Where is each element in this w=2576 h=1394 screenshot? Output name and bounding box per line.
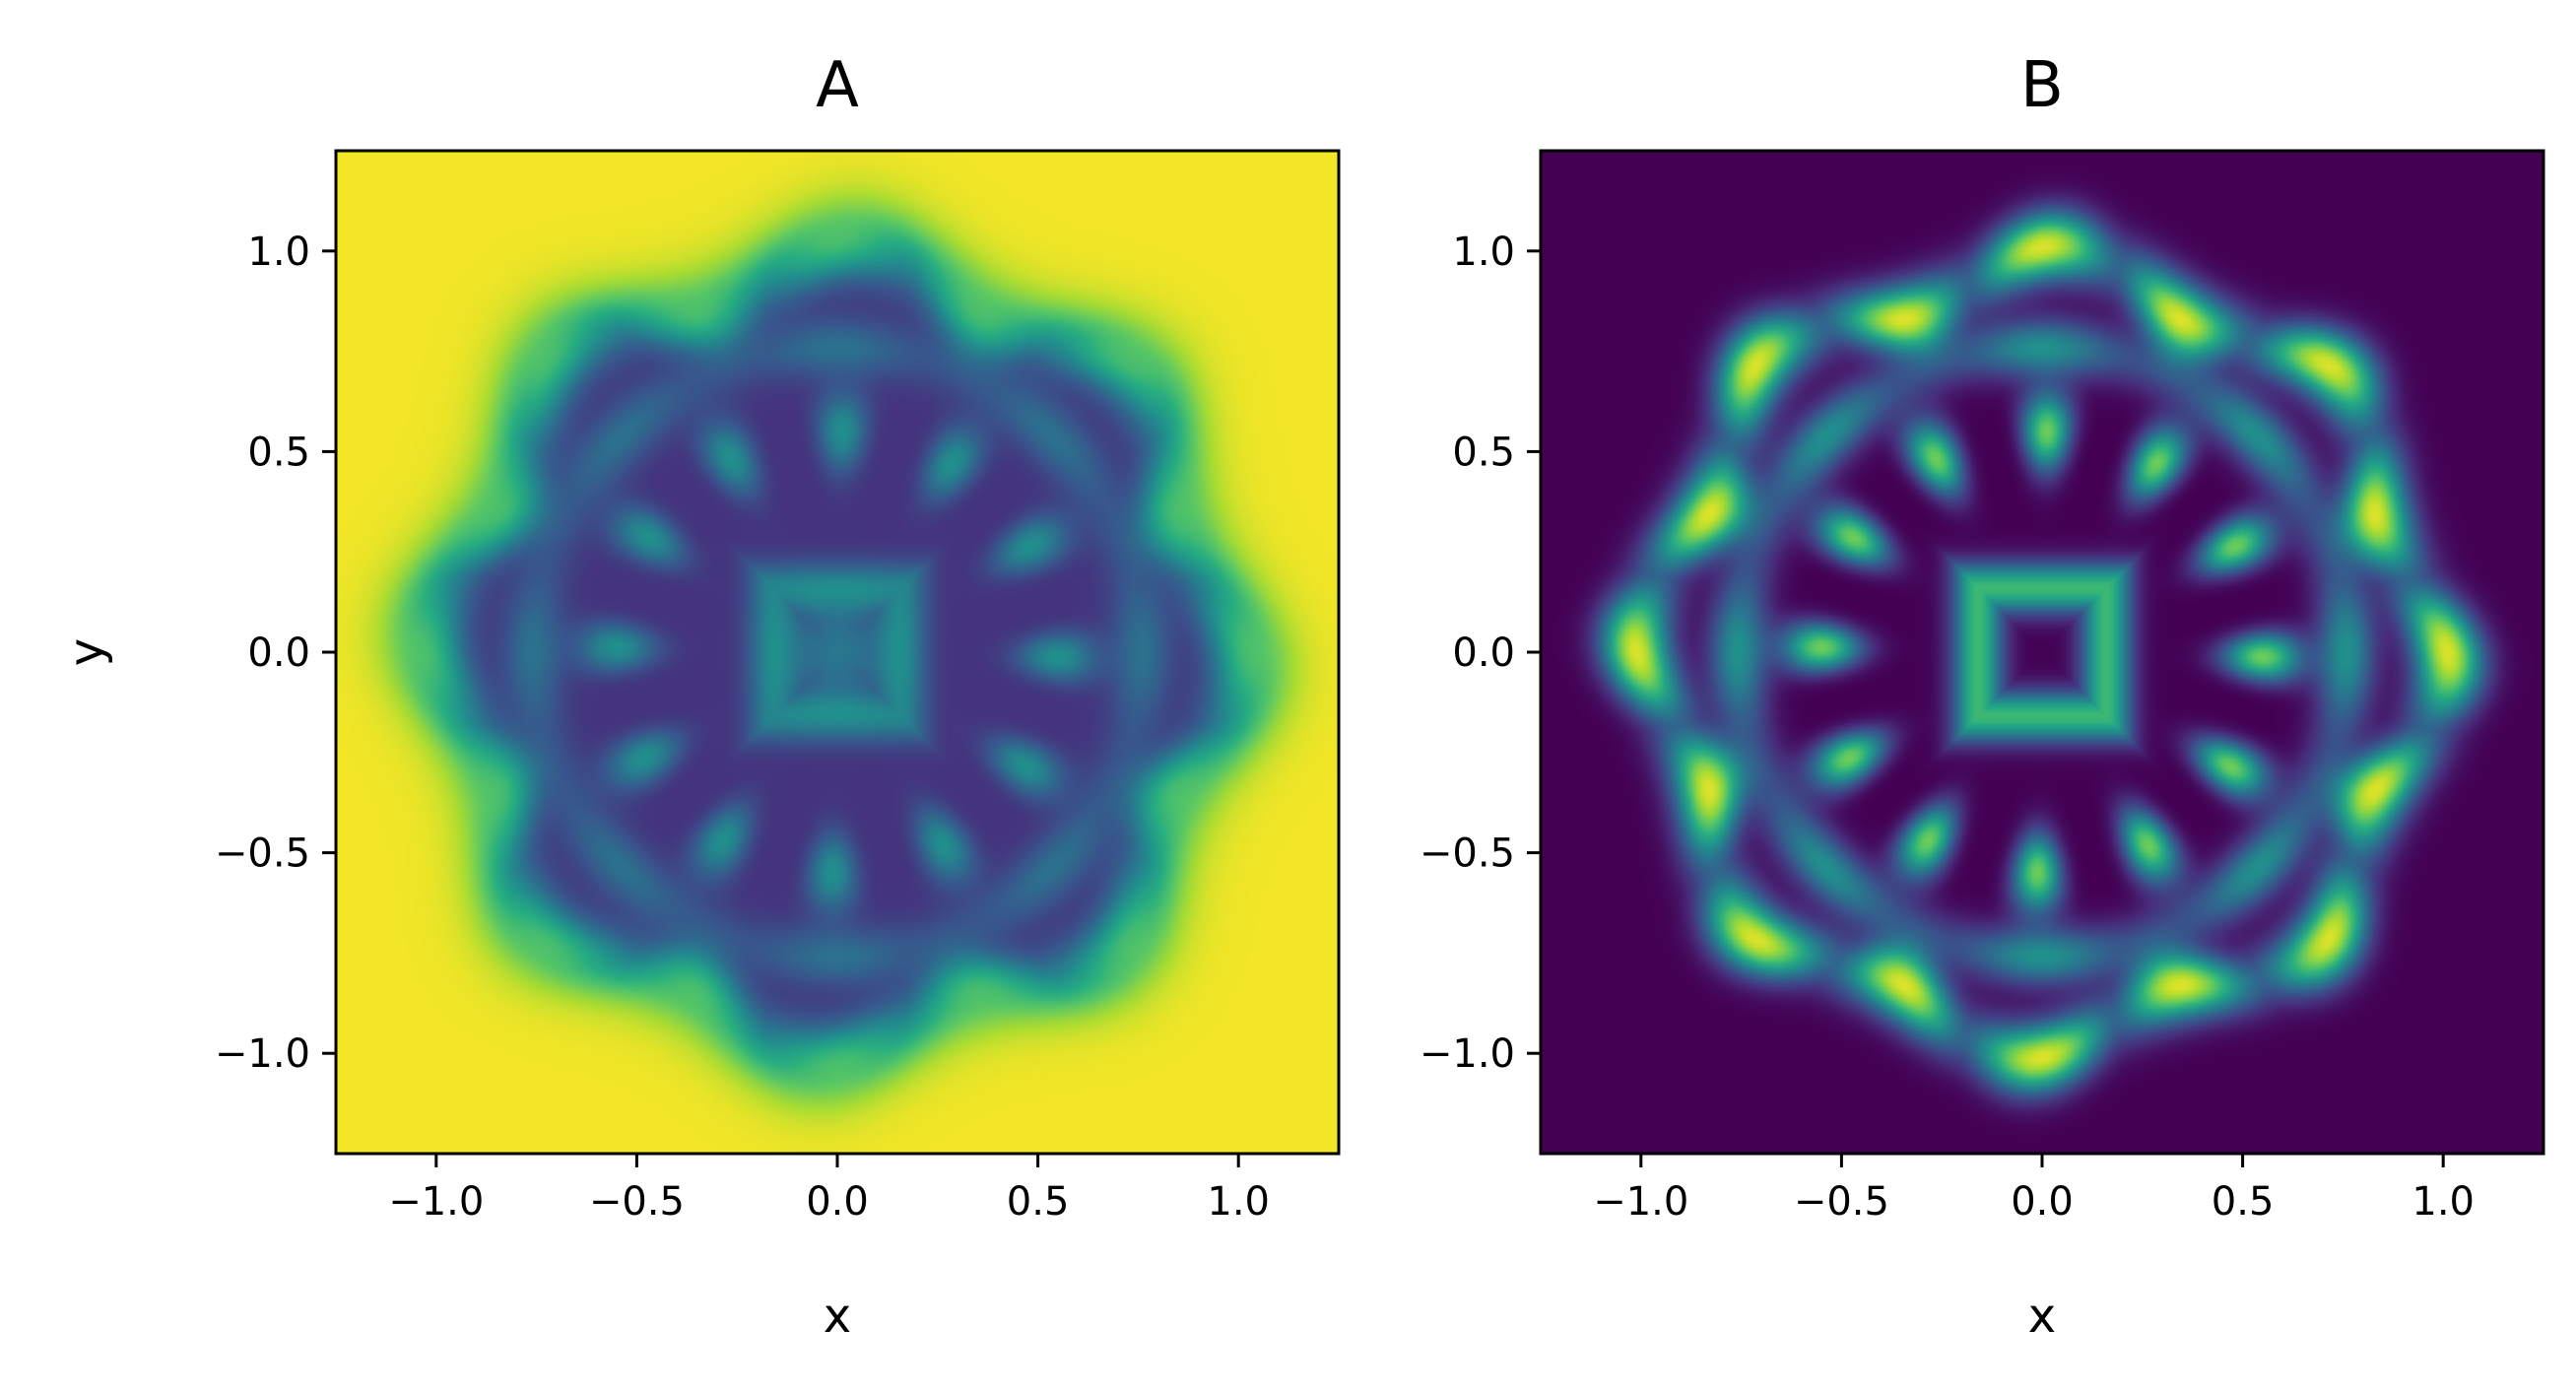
y-tick-label: −1.0 <box>1420 1031 1515 1077</box>
x-tick-label: −0.5 <box>589 1179 685 1225</box>
x-tick-label: −1.0 <box>388 1179 484 1225</box>
x-tick-label: 0.5 <box>1007 1179 1070 1225</box>
y-tick-label: 0.0 <box>247 631 310 676</box>
y-axis-label: y <box>59 638 114 666</box>
x-axis-label: x <box>2028 1289 2056 1344</box>
y-tick-label: 1.0 <box>247 230 310 275</box>
panel-title: A <box>816 49 859 122</box>
x-tick-label: 0.0 <box>2011 1179 2074 1225</box>
heatmap-image <box>336 151 1339 1154</box>
x-axis-label: x <box>824 1289 851 1344</box>
y-tick-label: −0.5 <box>215 831 310 877</box>
x-tick-label: −1.0 <box>1593 1179 1688 1225</box>
y-tick-label: 0.5 <box>247 430 310 475</box>
y-tick-label: 1.0 <box>1452 230 1515 275</box>
x-tick-label: 1.0 <box>2411 1179 2475 1225</box>
heatmap-image <box>1541 151 2543 1154</box>
chart-panel-a: −1.0 −0.5 0.0 0.5 1.0 −1.0 −0.5 0.0 0.5 1.0 Ax y <box>59 49 1341 1344</box>
x-tick-label: 0.5 <box>2212 1179 2275 1225</box>
chart-panel-b: −1.0 −0.5 0.0 0.5 1.0 −1.0 −0.5 0.0 0.5 1.0 Bx <box>1420 49 2545 1344</box>
y-tick-label: 0.0 <box>1452 631 1515 676</box>
panel-title: B <box>2020 49 2064 122</box>
y-tick-label: −0.5 <box>1420 831 1515 877</box>
x-tick-label: −0.5 <box>1794 1179 1889 1225</box>
y-tick-label: −1.0 <box>215 1031 310 1077</box>
y-tick-label: 0.5 <box>1452 430 1515 475</box>
x-tick-label: 0.0 <box>806 1179 869 1225</box>
x-tick-label: 1.0 <box>1207 1179 1270 1225</box>
